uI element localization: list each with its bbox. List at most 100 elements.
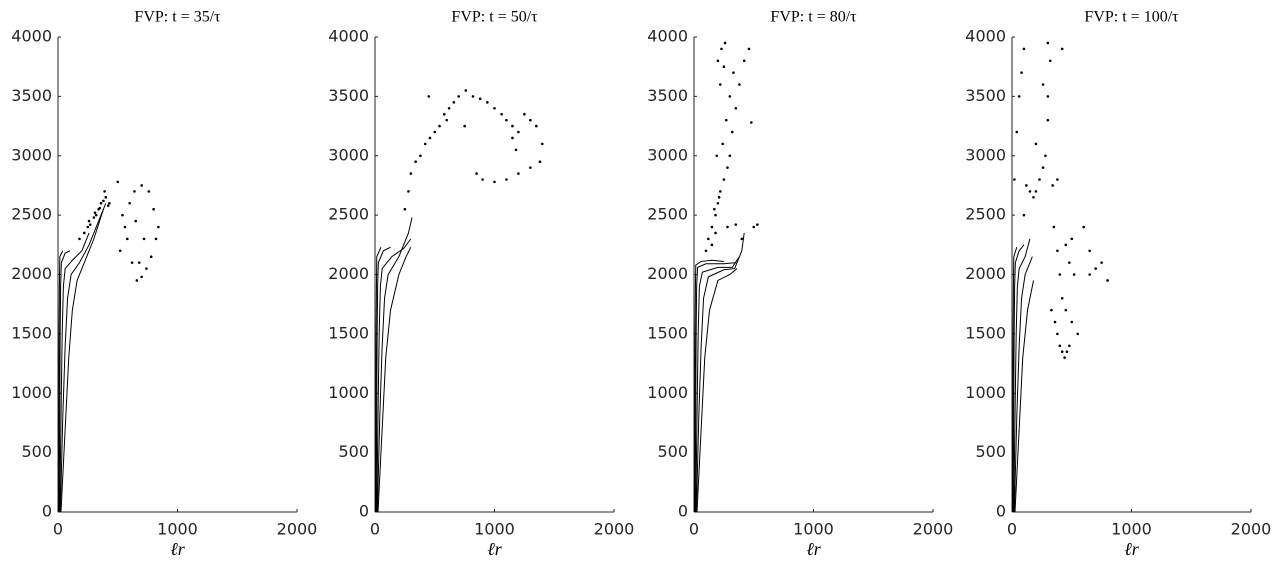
particle	[157, 225, 160, 229]
particle	[538, 160, 542, 163]
particle	[1025, 184, 1028, 187]
panel-title: FVP: t = 50/τ	[451, 9, 538, 26]
x-axis-label: ℓr	[170, 539, 185, 559]
particle	[445, 118, 449, 122]
y-tick-label: 1000	[647, 383, 688, 402]
y-tick-label: 1500	[11, 323, 52, 342]
x-tick-label: 2000	[913, 520, 954, 539]
particle	[514, 148, 518, 152]
particle	[1050, 308, 1053, 312]
particle	[1041, 83, 1045, 86]
particle	[710, 225, 714, 229]
y-tick-label: 0	[678, 502, 688, 521]
particle	[1070, 237, 1074, 241]
particle	[726, 166, 729, 169]
particle	[1013, 178, 1016, 181]
particle	[716, 59, 720, 63]
particle	[750, 121, 753, 124]
particle	[93, 211, 97, 215]
particle	[419, 154, 422, 158]
particle	[126, 237, 129, 241]
particle	[1068, 261, 1071, 264]
particle	[717, 196, 721, 199]
particle	[1032, 196, 1035, 199]
particle	[726, 225, 729, 229]
particle	[1060, 296, 1064, 300]
particle	[511, 136, 514, 140]
particle	[707, 237, 710, 241]
particle	[1022, 213, 1026, 217]
contour-line	[696, 268, 738, 513]
particle	[1034, 190, 1038, 193]
x-tick-label: 2000	[277, 520, 318, 539]
y-tick-label: 2500	[328, 205, 369, 224]
particle	[1072, 273, 1076, 276]
x-tick-label: 1000	[157, 520, 198, 539]
particle	[134, 219, 137, 223]
contour-line	[60, 209, 104, 513]
x-tick-label: 0	[1007, 520, 1017, 539]
particle	[103, 190, 106, 193]
y-tick-label: 1500	[965, 323, 1006, 342]
particle	[82, 231, 86, 235]
particle	[1064, 308, 1068, 312]
y-tick-label: 1500	[328, 323, 369, 342]
contour-line	[695, 256, 740, 513]
particle	[511, 124, 514, 128]
x-axis-label: ℓr	[1124, 539, 1139, 559]
particle	[1063, 356, 1066, 359]
particle	[541, 142, 544, 146]
particle	[438, 124, 441, 128]
particle	[713, 207, 716, 211]
particle	[475, 172, 478, 175]
particle	[714, 213, 717, 217]
particle	[433, 130, 437, 134]
y-tick-label: 1000	[328, 383, 369, 402]
x-axis-label: ℓr	[806, 539, 821, 559]
particle	[756, 223, 759, 226]
particle	[133, 190, 136, 193]
contour-line	[1013, 238, 1031, 513]
particle	[730, 130, 734, 134]
particle	[535, 124, 538, 128]
contour-line	[59, 232, 90, 513]
particle	[94, 213, 98, 217]
particle	[1106, 279, 1109, 282]
x-tick-label: 1000	[793, 520, 834, 539]
particle	[108, 201, 111, 205]
y-tick-label: 500	[338, 442, 369, 461]
particle	[123, 225, 127, 229]
particle	[728, 154, 732, 158]
particle	[142, 237, 146, 241]
particle	[722, 178, 726, 181]
particle	[98, 206, 102, 210]
contour-line	[375, 246, 382, 513]
particle	[723, 41, 727, 45]
y-tick-label: 500	[975, 442, 1006, 461]
particle	[720, 47, 723, 51]
x-tick-label: 1000	[474, 520, 515, 539]
particle	[493, 106, 496, 110]
particle	[742, 59, 746, 63]
particle	[1044, 154, 1047, 158]
y-tick-label: 3000	[328, 145, 369, 164]
particle	[104, 196, 108, 199]
y-tick-label: 3500	[328, 86, 369, 105]
particle	[1017, 95, 1021, 98]
x-tick-label: 1000	[1111, 520, 1152, 539]
contour-line	[695, 232, 745, 513]
particle	[724, 118, 728, 122]
particle	[135, 279, 139, 282]
particle	[1034, 142, 1038, 146]
particle	[493, 180, 496, 184]
particle	[481, 178, 484, 181]
particle	[102, 199, 105, 203]
particle	[500, 112, 503, 116]
x-tick-label: 2000	[1231, 520, 1272, 539]
particle	[1070, 320, 1074, 324]
particle	[409, 172, 413, 175]
particle	[140, 184, 143, 187]
panel-title: FVP: t = 80/τ	[770, 9, 857, 26]
particle	[1100, 261, 1103, 264]
particle	[137, 261, 141, 264]
